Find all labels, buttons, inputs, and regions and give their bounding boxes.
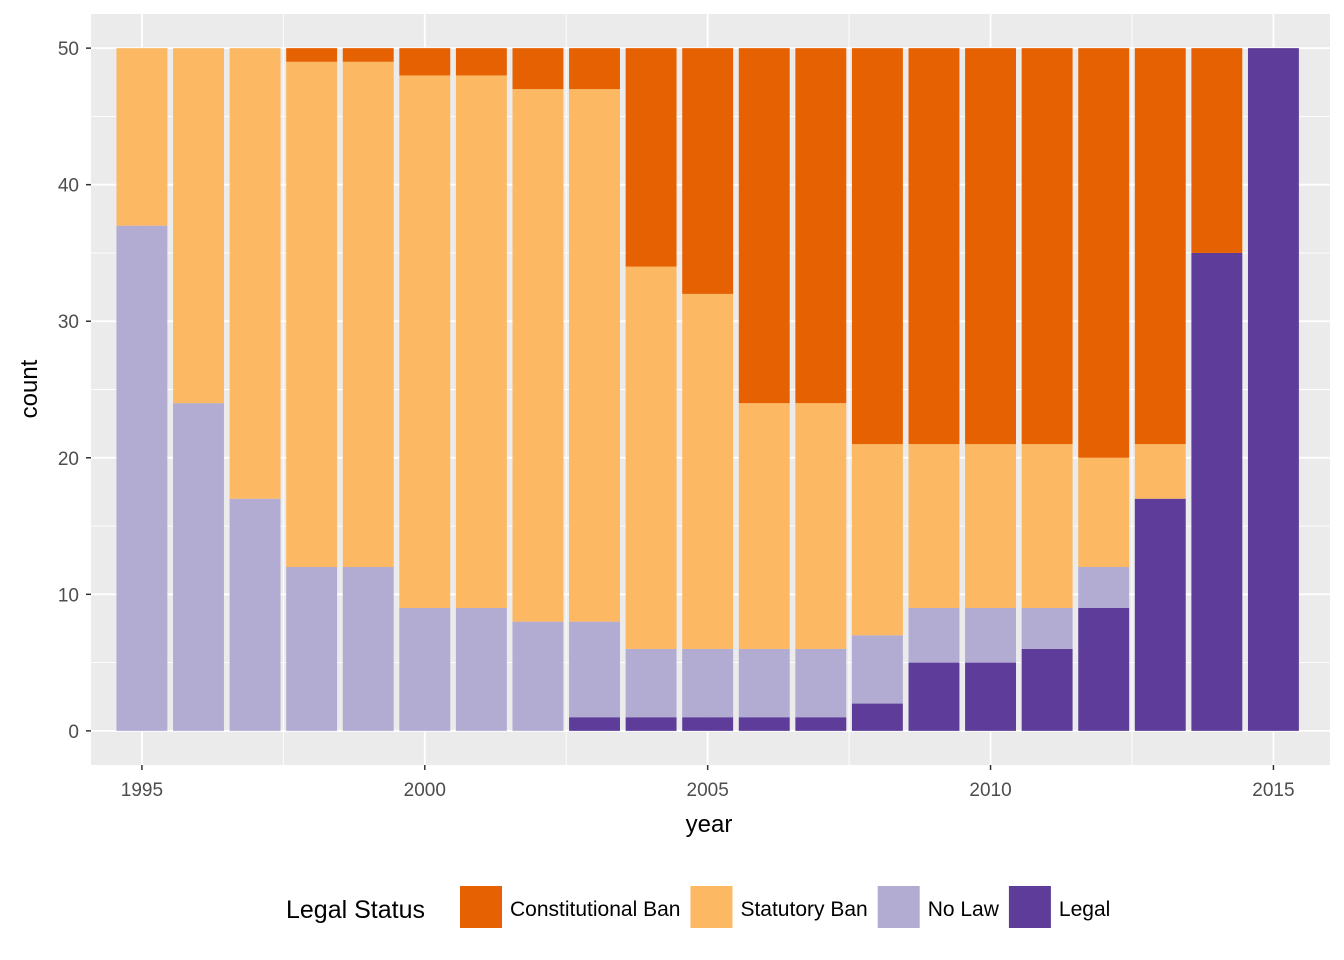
x-axis-title: year [686, 811, 733, 838]
bar-statutory-ban-2000 [399, 75, 451, 608]
bar-legal-2010 [965, 662, 1017, 731]
bar-statutory-ban-2006 [738, 403, 790, 649]
bar-statutory-ban-2003 [569, 89, 620, 622]
y-tick-label: 40 [58, 176, 79, 197]
bar-statutory-ban-2012 [1078, 457, 1130, 568]
x-tick-label: 2010 [969, 780, 1011, 801]
bar-constitutional-ban-2003 [569, 48, 620, 90]
bar-legal-2009 [908, 662, 960, 731]
legend-key-statutory-ban [690, 886, 733, 928]
bar-no-law-2001 [455, 607, 507, 731]
bar-statutory-ban-2008 [851, 444, 903, 636]
bar-statutory-ban-2013 [1134, 444, 1186, 499]
bar-constitutional-ban-2000 [399, 48, 451, 76]
legend-title: Legal Status [286, 896, 425, 924]
y-axis: 0 10 20 30 40 50 [58, 39, 91, 743]
bar-no-law-2010 [965, 607, 1017, 663]
bar-legal-2015 [1247, 48, 1299, 731]
bar-constitutional-ban-2014 [1191, 48, 1243, 253]
bar-legal-2003 [569, 717, 620, 731]
bar-no-law-2005 [682, 648, 734, 718]
legend-label-constitutional-ban: Constitutional Ban [510, 898, 680, 921]
bar-constitutional-ban-2010 [965, 48, 1017, 445]
bar-statutory-ban-2009 [908, 444, 960, 608]
bar-statutory-ban-1998 [286, 61, 338, 568]
bar-legal-2004 [625, 717, 677, 731]
bar-statutory-ban-1995 [116, 48, 168, 226]
bar-no-law-2002 [512, 621, 564, 731]
bar-constitutional-ban-2008 [851, 48, 903, 445]
x-tick-label: 1995 [121, 780, 163, 801]
bar-statutory-ban-1996 [173, 48, 224, 404]
bar-no-law-2008 [851, 635, 903, 704]
bar-legal-2008 [851, 703, 903, 731]
bar-statutory-ban-2001 [455, 75, 507, 608]
bar-no-law-1998 [286, 567, 338, 731]
bar-constitutional-ban-2011 [1021, 48, 1073, 445]
bar-no-law-2000 [399, 607, 451, 731]
bar-statutory-ban-2005 [682, 293, 734, 649]
bar-no-law-1999 [342, 567, 394, 731]
bar-constitutional-ban-2006 [738, 48, 790, 404]
legend-label-legal: Legal [1059, 898, 1110, 921]
bar-constitutional-ban-2007 [795, 48, 847, 404]
bar-no-law-2011 [1021, 607, 1073, 649]
bar-no-law-2003 [569, 621, 620, 718]
bar-no-law-2007 [795, 648, 847, 718]
bars [116, 48, 1299, 731]
bar-no-law-2004 [625, 648, 677, 718]
bar-constitutional-ban-2013 [1134, 48, 1186, 445]
legend-key-no-law [877, 886, 920, 928]
bar-legal-2006 [738, 717, 790, 731]
bar-legal-2007 [795, 717, 847, 731]
bar-constitutional-ban-2004 [625, 48, 677, 267]
bar-statutory-ban-2007 [795, 403, 847, 649]
legend-label-statutory-ban: Statutory Ban [740, 898, 867, 921]
bar-no-law-2006 [738, 648, 790, 718]
y-axis-title: count [16, 359, 43, 418]
bar-constitutional-ban-2009 [908, 48, 960, 445]
bar-constitutional-ban-2005 [682, 48, 734, 294]
bar-no-law-1996 [173, 403, 224, 731]
y-tick-label: 0 [68, 722, 79, 743]
legend: Legal Status Constitutional Ban Statutory… [286, 886, 1110, 928]
legend-label-no-law: No Law [928, 898, 1000, 921]
y-tick-label: 30 [58, 312, 79, 333]
bar-constitutional-ban-1999 [342, 48, 394, 62]
bar-statutory-ban-1999 [342, 61, 394, 568]
bar-legal-2013 [1134, 498, 1186, 731]
x-axis: 1995 2000 2005 2010 2015 [121, 765, 1295, 801]
bar-statutory-ban-2002 [512, 89, 564, 622]
bar-statutory-ban-2011 [1021, 444, 1073, 608]
bar-constitutional-ban-2001 [455, 48, 507, 76]
bar-constitutional-ban-2012 [1078, 48, 1130, 458]
bar-legal-2005 [682, 717, 734, 731]
legend-key-legal [1008, 886, 1051, 928]
bar-statutory-ban-2004 [625, 266, 677, 649]
bar-constitutional-ban-2002 [512, 48, 564, 90]
bar-no-law-1995 [116, 225, 168, 731]
y-tick-label: 20 [58, 449, 79, 470]
bar-constitutional-ban-1998 [286, 48, 338, 62]
x-tick-label: 2000 [404, 780, 446, 801]
bar-legal-2014 [1191, 252, 1243, 731]
y-tick-label: 50 [58, 39, 79, 60]
y-tick-label: 10 [58, 585, 79, 606]
legend-items: Constitutional Ban Statutory Ban No Law Leg… [460, 886, 1110, 928]
legend-key-constitutional-ban [460, 886, 502, 928]
x-tick-label: 2015 [1252, 780, 1294, 801]
bar-statutory-ban-1997 [229, 48, 281, 499]
bar-no-law-2009 [908, 607, 960, 663]
bar-no-law-1997 [229, 498, 281, 731]
bar-statutory-ban-2010 [965, 444, 1017, 608]
bar-legal-2011 [1021, 648, 1073, 731]
x-tick-label: 2005 [687, 780, 729, 801]
bar-no-law-2012 [1078, 567, 1130, 608]
bar-legal-2012 [1078, 607, 1130, 731]
